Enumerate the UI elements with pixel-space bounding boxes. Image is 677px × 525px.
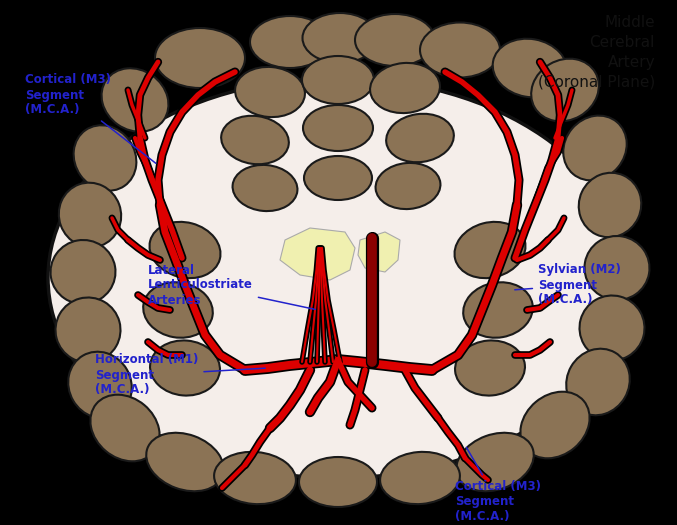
Ellipse shape (146, 433, 223, 491)
Ellipse shape (48, 78, 628, 478)
Ellipse shape (221, 116, 289, 164)
Ellipse shape (155, 28, 245, 88)
Ellipse shape (299, 457, 377, 507)
Ellipse shape (56, 298, 121, 362)
Text: Sylvian (M2)
Segment
(M.C.A.): Sylvian (M2) Segment (M.C.A.) (515, 264, 621, 307)
Ellipse shape (463, 282, 533, 338)
Text: Horizontal (M1)
Segment
(M.C.A.): Horizontal (M1) Segment (M.C.A.) (95, 353, 265, 396)
Ellipse shape (91, 395, 160, 461)
Ellipse shape (580, 296, 645, 361)
Ellipse shape (302, 56, 374, 104)
Ellipse shape (51, 240, 116, 304)
Ellipse shape (68, 352, 132, 418)
Ellipse shape (233, 165, 297, 211)
Ellipse shape (386, 114, 454, 162)
Ellipse shape (531, 59, 599, 121)
Text: Middle
Cerebral
Artery
(Coronal Plane): Middle Cerebral Artery (Coronal Plane) (538, 15, 655, 89)
Ellipse shape (420, 23, 500, 78)
Ellipse shape (454, 222, 525, 278)
Ellipse shape (102, 68, 169, 132)
Ellipse shape (455, 340, 525, 395)
Text: Cortical (M3)
Segment
(M.C.A.): Cortical (M3) Segment (M.C.A.) (25, 74, 156, 163)
Ellipse shape (303, 105, 373, 151)
Ellipse shape (235, 67, 305, 117)
Ellipse shape (250, 16, 330, 68)
Ellipse shape (214, 452, 296, 504)
Ellipse shape (456, 433, 533, 491)
Ellipse shape (584, 236, 649, 300)
Ellipse shape (304, 156, 372, 200)
Ellipse shape (563, 116, 627, 181)
Ellipse shape (521, 392, 590, 458)
Polygon shape (280, 228, 355, 280)
Ellipse shape (376, 163, 441, 209)
Ellipse shape (144, 282, 213, 338)
Ellipse shape (303, 13, 378, 63)
Text: Cortical (M3)
Segment
(M.C.A.): Cortical (M3) Segment (M.C.A.) (455, 447, 541, 523)
Ellipse shape (74, 125, 136, 191)
Ellipse shape (380, 452, 460, 504)
Ellipse shape (579, 173, 641, 237)
Ellipse shape (370, 63, 440, 113)
Ellipse shape (150, 340, 220, 395)
Ellipse shape (566, 349, 630, 415)
Ellipse shape (493, 39, 567, 97)
Ellipse shape (150, 222, 221, 278)
Ellipse shape (59, 183, 121, 247)
Polygon shape (358, 232, 400, 272)
Ellipse shape (355, 14, 435, 66)
Text: Lateral
Lenticulostriate
Arteries: Lateral Lenticulostriate Arteries (148, 264, 315, 309)
